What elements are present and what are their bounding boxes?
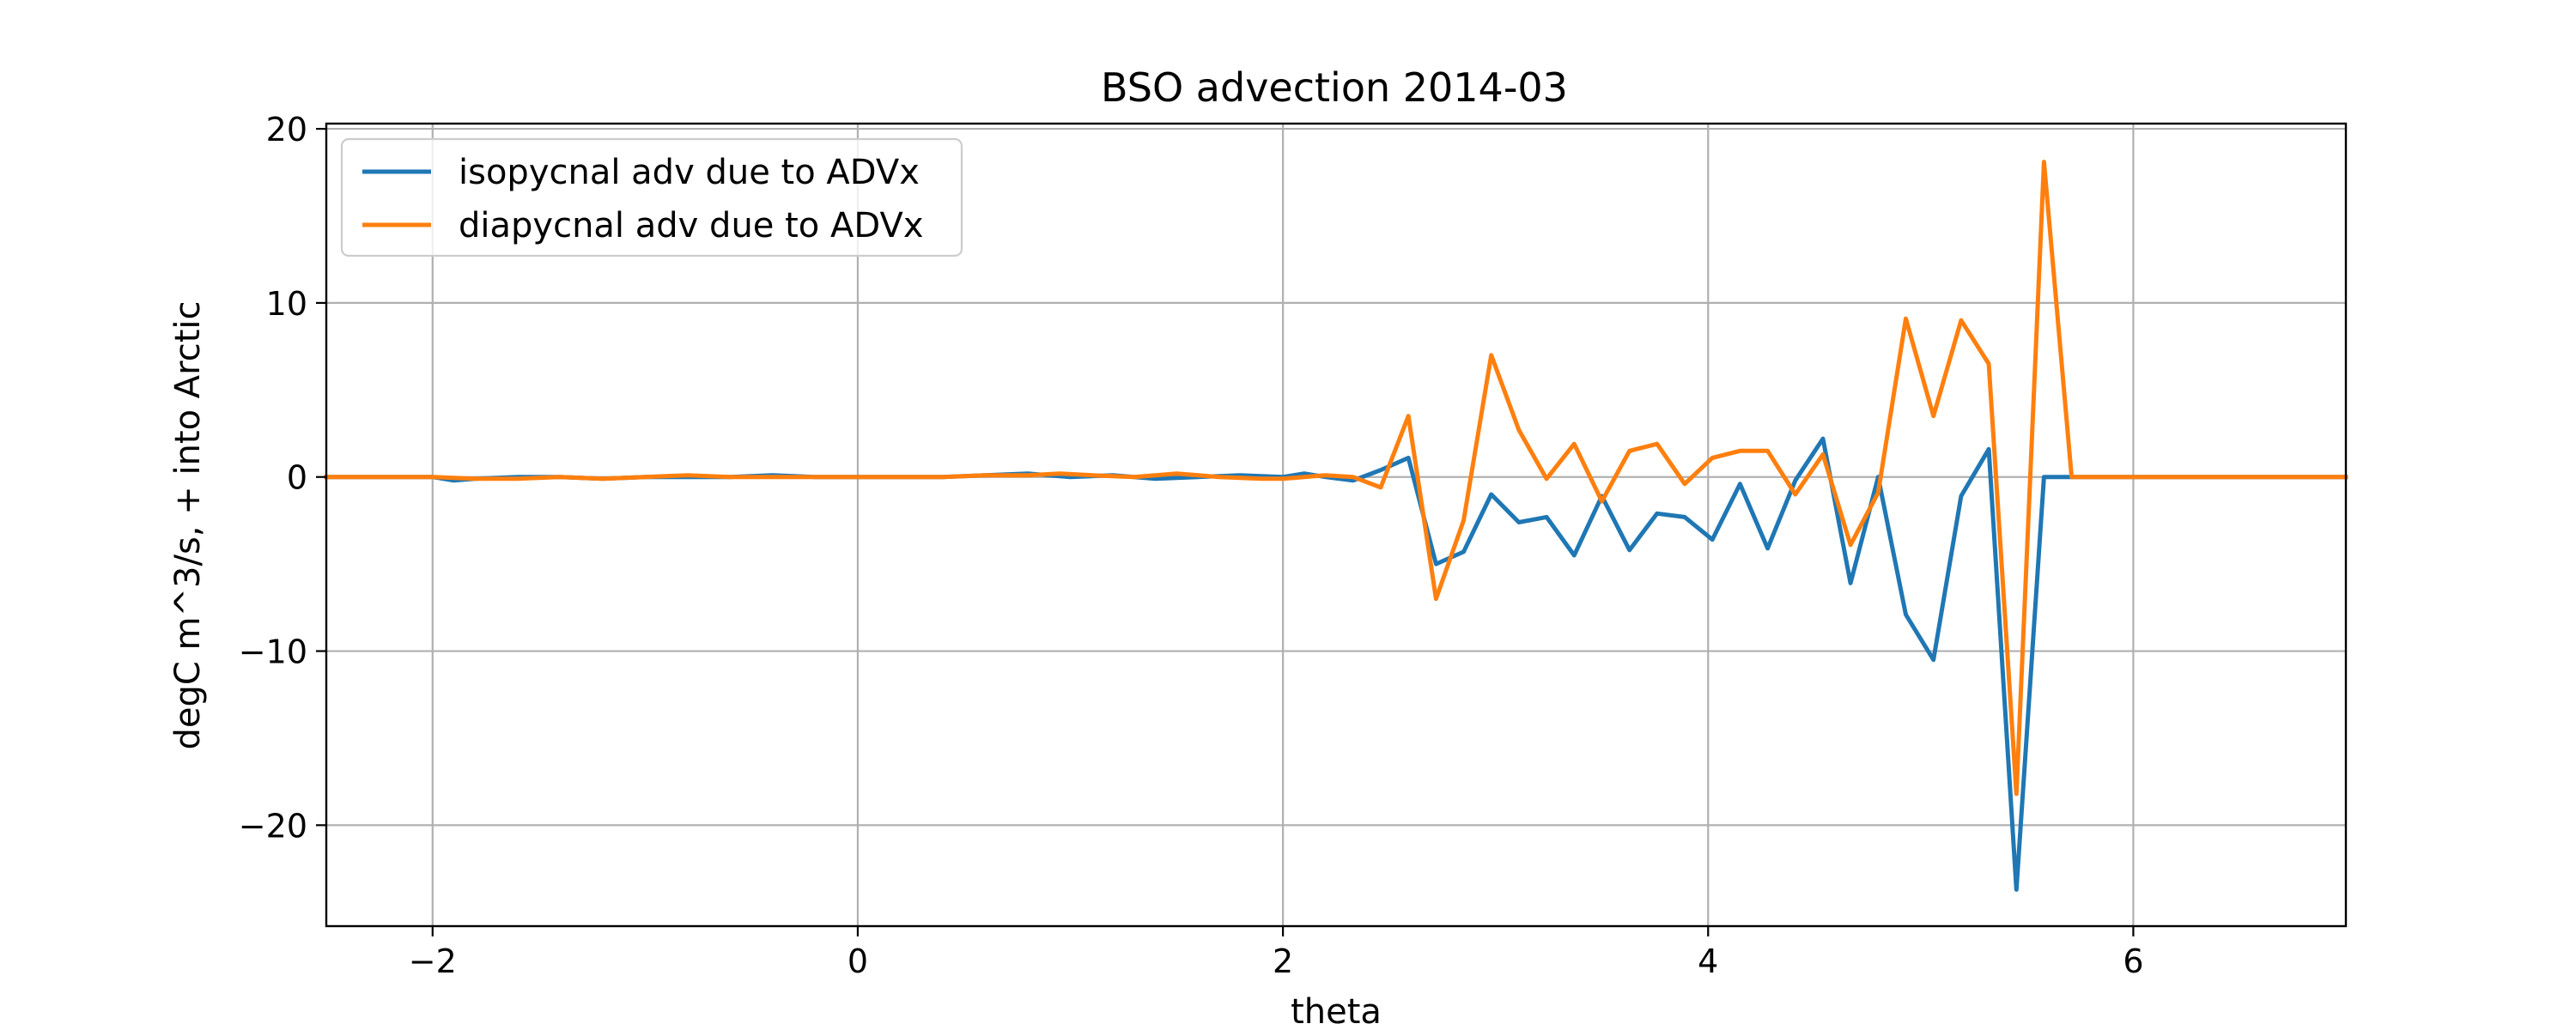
legend: isopycnal adv due to ADVx diapycnal adv d… — [340, 137, 963, 258]
y-tick-label: 20 — [266, 111, 307, 148]
y-tick-label: 10 — [266, 285, 307, 323]
series-line-2 — [324, 160, 2348, 797]
y-tick-label: −20 — [239, 807, 307, 845]
x-tick-label: 6 — [2123, 942, 2143, 980]
x-tick-label: 0 — [848, 942, 868, 980]
chart-title: BSO advection 2014-03 — [1101, 64, 1568, 111]
series-layer — [324, 160, 2348, 892]
y-tick-label: −10 — [239, 633, 307, 671]
x-tick-label: −2 — [409, 942, 457, 980]
legend-label: isopycnal adv due to ADVx — [459, 153, 920, 192]
x-axis-label: theta — [1291, 992, 1382, 1030]
y-axis-label: degC m^3/s, + into Arctic — [168, 301, 208, 750]
x-tick-label: 4 — [1698, 942, 1718, 980]
legend-box — [340, 137, 963, 258]
plot-frame — [325, 122, 2348, 928]
y-tick-label: 0 — [287, 459, 307, 497]
legend-label: diapycnal adv due to ADVx — [459, 206, 923, 245]
x-tick-label: 2 — [1273, 942, 1293, 980]
